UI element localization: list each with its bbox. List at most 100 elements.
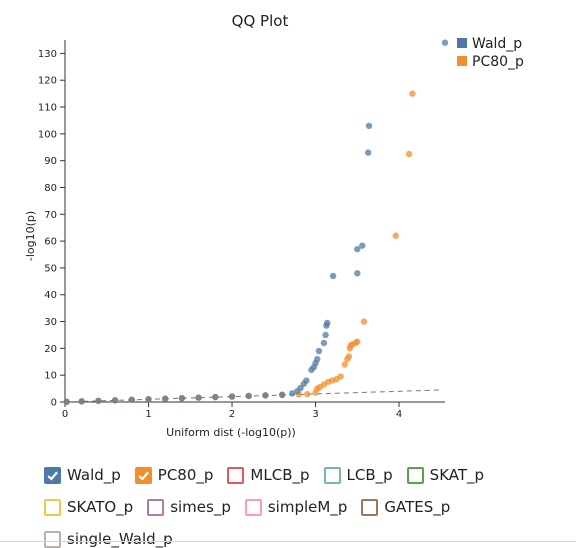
legend-swatch bbox=[457, 38, 467, 48]
series-checkbox-single-wald-p[interactable]: single_Wald_p bbox=[44, 530, 173, 548]
legend-swatch bbox=[457, 56, 467, 66]
checkbox-box[interactable] bbox=[147, 498, 165, 516]
data-point bbox=[354, 270, 361, 277]
y-axis-label: -log10(p) bbox=[24, 211, 37, 261]
checkmark-icon bbox=[47, 471, 58, 481]
y-tick-label: 70 bbox=[44, 210, 57, 221]
data-point bbox=[63, 398, 70, 405]
y-tick-label: 50 bbox=[44, 263, 57, 274]
checkbox-box[interactable] bbox=[134, 466, 152, 484]
y-tick-label: 40 bbox=[44, 290, 57, 301]
data-point bbox=[245, 392, 252, 400]
data-point bbox=[128, 396, 136, 403]
data-point bbox=[441, 39, 449, 46]
x-tick-label: 3 bbox=[312, 409, 318, 420]
checkbox-box[interactable] bbox=[323, 466, 341, 484]
y-tick-label: 120 bbox=[38, 76, 57, 87]
data-point bbox=[354, 338, 361, 345]
data-point bbox=[359, 242, 366, 249]
checkbox-label: Wald_p bbox=[67, 466, 121, 484]
data-point bbox=[303, 377, 310, 384]
plot-area bbox=[63, 39, 449, 406]
series-checkbox-gates-p[interactable]: GATES_p bbox=[361, 498, 450, 516]
checkbox-label: LCB_p bbox=[346, 466, 393, 484]
data-point bbox=[392, 232, 399, 239]
divider bbox=[0, 541, 576, 542]
y-tick-label: 10 bbox=[44, 371, 57, 382]
series-Wald_p bbox=[63, 39, 449, 405]
x-tick-label: 2 bbox=[229, 409, 235, 420]
checkbox-box[interactable] bbox=[406, 466, 424, 484]
axes: 0 10 20 30 40 50 60 70 80 90 100 110 120 130 0 1 2 3 4 bbox=[38, 40, 445, 420]
checkbox-label: SKATO_p bbox=[67, 498, 134, 516]
data-point bbox=[364, 149, 372, 156]
x-tick-label: 0 bbox=[62, 409, 68, 420]
y-tick-label: 110 bbox=[38, 103, 57, 114]
series-checkbox-skat-p[interactable]: SKAT_p bbox=[406, 466, 485, 484]
series-toggle-panel: Wald_p PC80_p MLCB_p LCB_p SKAT_p SKATO_p sime… bbox=[44, 466, 574, 548]
data-point bbox=[320, 339, 328, 347]
data-point bbox=[329, 272, 337, 280]
y-tick-label: 80 bbox=[44, 183, 57, 194]
checkbox-label: MLCB_p bbox=[250, 466, 310, 484]
legend-label: PC80_p bbox=[472, 54, 524, 70]
checkbox-box[interactable] bbox=[44, 498, 61, 516]
y-tick-label: 20 bbox=[44, 344, 57, 355]
data-point bbox=[341, 361, 348, 368]
checkbox-box[interactable] bbox=[227, 466, 245, 484]
chart-legend: Wald_p PC80_p bbox=[457, 36, 524, 70]
chart-title: QQ Plot bbox=[232, 12, 289, 30]
checkbox-label: single_Wald_p bbox=[67, 530, 173, 548]
y-tick-label: 0 bbox=[51, 398, 57, 409]
checkbox-box[interactable] bbox=[44, 466, 61, 484]
data-point bbox=[228, 393, 236, 400]
data-point bbox=[409, 90, 416, 97]
data-point bbox=[405, 150, 413, 158]
reference-line bbox=[64, 389, 441, 403]
series-checkbox-lcb-p[interactable]: LCB_p bbox=[323, 466, 393, 484]
checkbox-box[interactable] bbox=[44, 530, 61, 548]
data-point bbox=[360, 318, 368, 325]
data-point bbox=[324, 319, 331, 327]
y-tick-label: 60 bbox=[44, 237, 57, 248]
series-checkbox-mlcb-p[interactable]: MLCB_p bbox=[227, 466, 310, 484]
checkbox-box[interactable] bbox=[361, 498, 379, 516]
data-point bbox=[95, 397, 102, 404]
x-tick-label: 4 bbox=[396, 409, 402, 420]
series-checkbox-skato-p[interactable]: SKATO_p bbox=[44, 498, 133, 516]
checkbox-label: GATES_p bbox=[384, 498, 451, 516]
series-checkbox-wald-p[interactable]: Wald_p bbox=[44, 466, 121, 484]
checkbox-label: simes_p bbox=[170, 498, 231, 516]
x-tick-label: 1 bbox=[145, 409, 151, 420]
data-point bbox=[162, 395, 169, 402]
checkbox-label: SKAT_p bbox=[429, 466, 485, 484]
data-point bbox=[354, 245, 361, 253]
y-tick-label: 130 bbox=[38, 49, 57, 60]
y-tick-label: 90 bbox=[44, 156, 57, 167]
series-checkbox-simes-p[interactable]: simes_p bbox=[147, 498, 231, 516]
data-point bbox=[314, 355, 321, 363]
legend-label: Wald_p bbox=[472, 36, 522, 52]
data-point bbox=[278, 391, 286, 398]
checkbox-box[interactable] bbox=[244, 498, 262, 516]
data-point bbox=[288, 390, 296, 397]
data-point bbox=[315, 347, 323, 355]
data-point bbox=[111, 397, 119, 404]
checkbox-label: PC80_p bbox=[157, 466, 214, 484]
y-tick-label: 100 bbox=[38, 129, 57, 140]
data-point bbox=[145, 395, 152, 403]
x-axis-label: Uniform dist (-log10(p)) bbox=[166, 426, 296, 439]
data-point bbox=[262, 392, 269, 399]
data-point bbox=[78, 398, 85, 405]
series-checkbox-pc80-p[interactable]: PC80_p bbox=[134, 466, 214, 484]
data-point bbox=[195, 394, 202, 401]
qq-plot-chart: QQ Plot 01020304050607080901001101201300… bbox=[24, 12, 524, 439]
data-point bbox=[212, 393, 219, 401]
y-tick-label: 30 bbox=[44, 317, 57, 328]
data-point bbox=[322, 331, 329, 339]
data-point bbox=[365, 122, 373, 130]
checkmark-icon bbox=[138, 471, 149, 481]
data-point bbox=[303, 390, 311, 398]
series-checkbox-simplem-p[interactable]: simpleM_p bbox=[244, 498, 347, 516]
data-point bbox=[178, 394, 186, 402]
